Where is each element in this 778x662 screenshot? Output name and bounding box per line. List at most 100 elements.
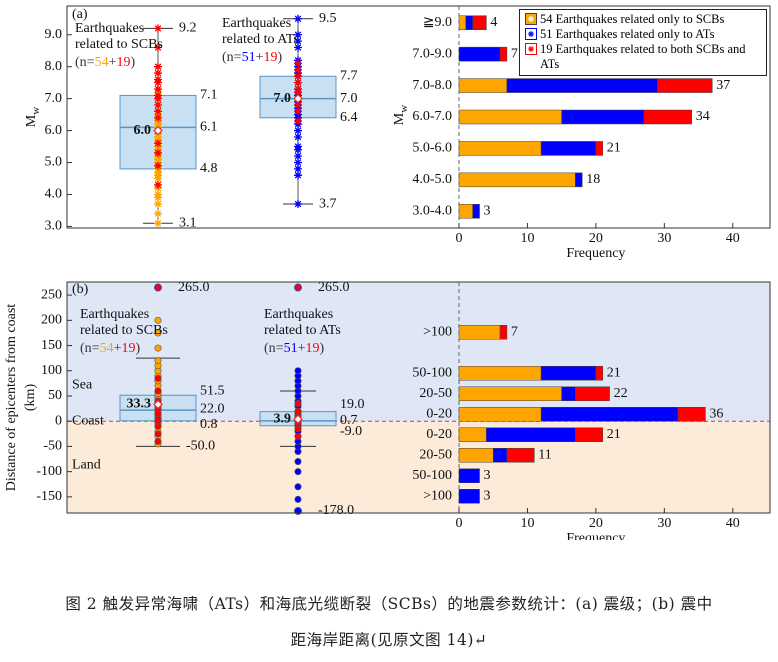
point bbox=[294, 158, 302, 167]
total-label: 3 bbox=[484, 468, 491, 483]
bar-segment bbox=[561, 109, 645, 125]
legend-entry: 19 Earthquakes related to both SCBs and … bbox=[525, 42, 761, 72]
total-label: 34 bbox=[696, 109, 710, 124]
mean-marker bbox=[153, 399, 163, 410]
x-tick-label: 20 bbox=[589, 516, 603, 531]
point bbox=[294, 400, 302, 408]
box-value-label: 9.5 bbox=[319, 11, 337, 26]
point bbox=[294, 367, 302, 375]
x-tick-label: 30 bbox=[657, 516, 671, 531]
x-tick-label: 20 bbox=[589, 231, 603, 246]
count-part: (n= bbox=[222, 50, 242, 65]
box-value-label: 4.8 bbox=[200, 161, 218, 176]
y-axis-label-main: M bbox=[24, 114, 39, 127]
point bbox=[294, 132, 302, 141]
box-value-label: -9.0 bbox=[340, 424, 362, 439]
point bbox=[154, 43, 162, 52]
point bbox=[154, 344, 162, 352]
y-axis-label-sub: w bbox=[398, 105, 410, 113]
category-label: 20-50 bbox=[419, 386, 452, 401]
point bbox=[294, 152, 302, 161]
bar-segment bbox=[499, 325, 508, 340]
y-tick-label: -100 bbox=[36, 464, 62, 479]
box-value-label: 51.5 bbox=[200, 383, 225, 398]
point bbox=[154, 107, 162, 116]
total-label: 22 bbox=[614, 386, 628, 401]
legend-marker bbox=[525, 28, 537, 40]
bar-segment bbox=[458, 325, 501, 340]
bar-segment bbox=[472, 204, 480, 219]
bar-segment bbox=[458, 15, 467, 30]
point bbox=[294, 37, 302, 46]
count-label: (n=51+19) bbox=[222, 50, 282, 65]
region-label: Land bbox=[72, 457, 101, 472]
point bbox=[294, 101, 302, 110]
total-label: 18 bbox=[586, 172, 600, 187]
bar-segment bbox=[458, 427, 487, 442]
labeled-point bbox=[154, 283, 162, 292]
bar-segment bbox=[540, 366, 597, 381]
bar-segment bbox=[458, 109, 562, 125]
total-label: 21 bbox=[607, 141, 621, 156]
y-tick-label: 7.0 bbox=[45, 91, 63, 106]
x-tick-label: 40 bbox=[726, 231, 740, 246]
point bbox=[294, 126, 302, 135]
point bbox=[154, 357, 162, 365]
point bbox=[294, 200, 302, 209]
y-tick-label: 5.0 bbox=[45, 155, 63, 170]
count-label: (n=54+19) bbox=[75, 55, 135, 70]
y-tick-label: 150 bbox=[41, 338, 62, 353]
y-tick-label: 6.0 bbox=[45, 123, 63, 138]
box-annotation: related to SCBs bbox=[75, 37, 163, 52]
mean-label: 6.0 bbox=[134, 123, 152, 138]
count-part: (n= bbox=[75, 55, 95, 70]
point bbox=[154, 219, 162, 228]
point bbox=[154, 62, 162, 71]
count-part: 51 bbox=[242, 50, 256, 65]
box-annotation: related to SCBs bbox=[80, 323, 168, 338]
point bbox=[154, 69, 162, 78]
total-label: 21 bbox=[607, 427, 621, 442]
bar-segment bbox=[561, 386, 576, 401]
mean-marker bbox=[293, 414, 303, 425]
box-value-label: 7.1 bbox=[200, 88, 218, 103]
x-axis-label: Frequency bbox=[566, 246, 625, 261]
point bbox=[154, 139, 162, 148]
mean-label: 3.9 bbox=[274, 411, 292, 426]
point bbox=[294, 468, 302, 476]
bar-segment bbox=[657, 78, 713, 93]
box-value-label: 22.0 bbox=[200, 401, 225, 416]
y-axis-label: (km) bbox=[23, 384, 38, 412]
total-label: 7 bbox=[511, 46, 518, 61]
legend: 54 Earthquakes related only to SCBs 51 Ea… bbox=[519, 9, 767, 76]
point bbox=[294, 78, 302, 87]
point bbox=[294, 107, 302, 116]
point bbox=[154, 75, 162, 84]
legend-entry: 51 Earthquakes related only to ATs bbox=[525, 27, 761, 42]
box-value-label: 7.0 bbox=[340, 91, 358, 106]
y-tick-label: 250 bbox=[41, 287, 62, 302]
point bbox=[294, 432, 302, 440]
x-axis-label: Frequency bbox=[566, 531, 625, 540]
count-part: + bbox=[256, 50, 264, 65]
point bbox=[154, 190, 162, 199]
total-label: 4 bbox=[490, 15, 497, 30]
bar-segment bbox=[575, 427, 603, 442]
bar-segment bbox=[506, 78, 658, 93]
box-annotation: Earthquakes bbox=[75, 21, 144, 36]
point bbox=[154, 387, 162, 395]
point-label: -178.0 bbox=[318, 503, 354, 518]
point bbox=[154, 316, 162, 324]
total-label: 11 bbox=[538, 447, 551, 462]
count-part: ) bbox=[319, 341, 324, 356]
legend-text: 51 Earthquakes related only to ATs bbox=[540, 27, 715, 41]
category-label: 20-50 bbox=[419, 447, 452, 462]
y-tick-label: -150 bbox=[36, 489, 62, 504]
point bbox=[294, 483, 302, 491]
y-axis-label: Mw bbox=[392, 105, 409, 125]
category-label: >100 bbox=[423, 488, 452, 503]
bar-segment bbox=[458, 46, 501, 62]
category-label: 7.0-8.0 bbox=[412, 78, 452, 93]
box-annotation: Earthquakes bbox=[80, 307, 149, 322]
